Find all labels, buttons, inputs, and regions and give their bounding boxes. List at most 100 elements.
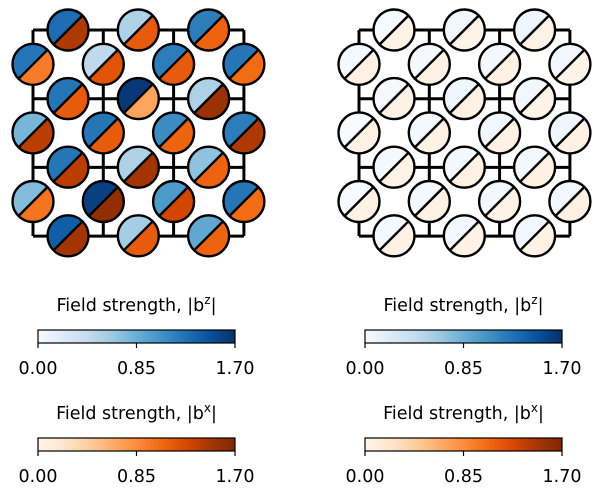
bx-half <box>344 49 380 85</box>
colorbar-bx: Field strength, |bx| 0.00 0.85 1.70 <box>19 401 255 487</box>
circle-outline <box>46 214 90 258</box>
circle-divider <box>343 48 375 80</box>
circle-divider <box>158 48 189 80</box>
bx-half <box>229 187 265 222</box>
circle-outline <box>46 8 90 52</box>
spin-circle <box>407 42 451 87</box>
circle-outline <box>11 42 55 87</box>
spin-circle <box>407 111 451 155</box>
spin-circle <box>548 42 592 87</box>
circle-outline <box>186 76 231 121</box>
colorbar-tick-label: 0.00 <box>346 467 385 487</box>
spin-circle <box>81 111 126 155</box>
bz-half <box>47 146 83 182</box>
spin-circle <box>372 214 416 258</box>
circle-divider <box>413 186 445 217</box>
bx-half <box>194 15 230 51</box>
circle-outline <box>372 76 416 121</box>
bx-half <box>449 221 485 257</box>
circle-divider <box>158 186 189 217</box>
spin-circle <box>442 145 486 189</box>
circle-outline <box>116 8 161 52</box>
bx-half <box>379 221 415 257</box>
circle-divider <box>17 186 49 217</box>
spin-circle <box>477 179 522 224</box>
circle-divider <box>378 151 410 183</box>
lattice-grid <box>357 28 572 238</box>
spin-circle <box>548 179 592 224</box>
circle-outline <box>186 145 231 189</box>
bx-half <box>53 152 89 188</box>
circle-outline <box>337 42 381 87</box>
bx-half <box>449 84 485 120</box>
bx-half <box>53 221 89 257</box>
bx-half <box>379 84 415 120</box>
colorbar-tick-label: 0.00 <box>19 467 58 487</box>
circle-outline <box>548 179 592 224</box>
bx-half <box>88 118 124 154</box>
bx-half <box>344 187 380 222</box>
circle-divider <box>87 186 119 217</box>
circle-divider <box>228 186 260 217</box>
bz-half <box>188 215 224 251</box>
bx-half <box>123 221 159 257</box>
bx-half <box>88 49 124 85</box>
bx-half <box>344 118 380 154</box>
circle-outline <box>477 111 522 155</box>
bx-half <box>555 49 591 85</box>
bx-half <box>123 152 159 188</box>
bz-half <box>47 9 83 45</box>
circle-divider <box>413 48 445 80</box>
spin-circle <box>11 179 55 224</box>
colorbar-label: Field strength, |bz| <box>56 293 216 316</box>
circle-divider <box>158 117 189 149</box>
circle-outline <box>442 145 486 189</box>
spin-circle <box>372 8 416 52</box>
circle-outline <box>477 179 522 224</box>
spin-circle <box>222 42 266 87</box>
bx-half <box>449 152 485 188</box>
bz-half <box>47 215 83 251</box>
circle-divider <box>378 220 410 252</box>
bx-half <box>229 49 265 85</box>
spin-circle <box>222 111 266 155</box>
spin-circle <box>11 111 55 155</box>
circle-divider <box>448 83 480 114</box>
circle-outline <box>477 42 522 87</box>
circle-outline <box>512 76 557 121</box>
bz-half <box>373 78 409 114</box>
circle-outline <box>512 8 557 52</box>
circle-divider <box>554 186 586 217</box>
circle-outline <box>11 111 55 155</box>
bx-half <box>520 15 556 51</box>
circle-divider <box>87 48 119 80</box>
colorbar-tick-label: 1.70 <box>543 467 582 487</box>
colorbar-tick-label: 0.85 <box>444 359 483 379</box>
circle-outline <box>81 179 126 224</box>
spin-circle <box>186 214 231 258</box>
spin-circle <box>46 76 90 121</box>
spin-circle <box>116 8 161 52</box>
spin-circle <box>116 145 161 189</box>
spin-circle <box>11 42 55 87</box>
bz-half <box>223 112 259 148</box>
colorbar-bx: Field strength, |bx| 0.00 0.85 1.70 <box>346 401 582 487</box>
colorbar-tick-label: 1.70 <box>216 359 255 379</box>
colorbar-tick-label: 0.85 <box>444 467 483 487</box>
bz-half <box>12 43 48 79</box>
circle-divider <box>193 220 224 252</box>
bz-half <box>12 112 48 148</box>
circle-divider <box>122 151 154 183</box>
circle-divider <box>519 220 550 252</box>
circle-divider <box>378 83 410 114</box>
bx-half <box>159 118 195 154</box>
bx-half <box>555 187 591 222</box>
spin-circle <box>442 8 486 52</box>
circle-outline <box>407 42 451 87</box>
bz-half <box>408 181 444 216</box>
bz-half <box>443 9 479 45</box>
bx-half <box>449 15 485 51</box>
bx-half <box>555 118 591 154</box>
bz-half <box>443 78 479 114</box>
circle-outline <box>151 111 196 155</box>
